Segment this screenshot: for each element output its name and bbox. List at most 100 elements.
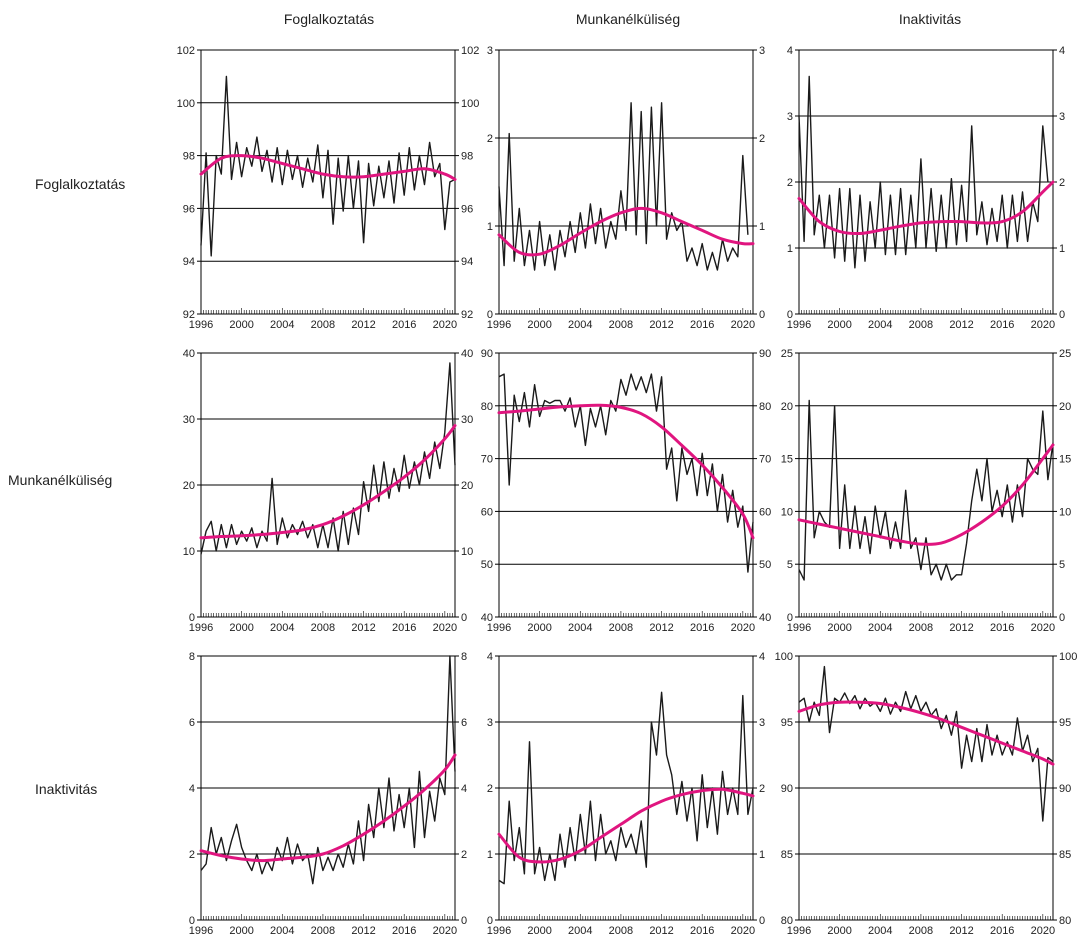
- trend-line: [497, 403, 755, 540]
- x-tick-label: 2004: [868, 319, 892, 331]
- y-tick-label-right: 0: [759, 915, 765, 927]
- y-tick-label-right: 3: [1059, 111, 1065, 123]
- panel-0: 92 92 94 94 96 96 98 98 100 100 102 102 1996 2000 2004…: [177, 45, 480, 331]
- y-tick-label-right: 100: [1059, 651, 1077, 663]
- y-tick-label-left: 2: [487, 133, 493, 145]
- y-tick-label-left: 2: [787, 177, 793, 189]
- x-tick-label: 1996: [487, 622, 511, 634]
- y-tick-label-right: 92: [461, 309, 473, 321]
- y-tick-label-right: 80: [759, 401, 771, 413]
- x-tick-label: 1996: [487, 319, 511, 331]
- x-tick-label: 2016: [690, 319, 714, 331]
- y-tick-label-left: 50: [481, 559, 493, 571]
- x-tick-label: 2012: [351, 622, 375, 634]
- y-tick-label-right: 1: [759, 221, 765, 233]
- panel-1: 0 0 1 1 2 2 3 3 1996 2000 2004 2008 2012 2016 2020: [487, 45, 765, 331]
- y-tick-label-right: 3: [759, 45, 765, 57]
- x-tick-label: 2008: [609, 319, 633, 331]
- column-title-unemployment: Munkanélküliség: [576, 11, 680, 27]
- x-tick-label: 2016: [690, 925, 714, 937]
- x-tick-label: 2016: [990, 319, 1014, 331]
- y-tick-label-left: 80: [481, 401, 493, 413]
- panel-6: 0 0 2 2 4 4 6 6 8 8 1996 2000 2004 2008 2012 2016 2020: [189, 651, 467, 937]
- plot-frame: [200, 49, 456, 315]
- y-tick-label-left: 85: [781, 849, 793, 861]
- panel-8: 80 80 85 85 90 90 95 95 100 100 1996 2000 2004 2008 20…: [775, 651, 1078, 937]
- y-tick-label-left: 5: [787, 559, 793, 571]
- y-tick-label-right: 1: [759, 849, 765, 861]
- y-tick-label-right: 50: [759, 559, 771, 571]
- y-tick-label-right: 40: [461, 348, 473, 360]
- x-tick-label: 1996: [189, 925, 213, 937]
- x-tick-label: 2004: [270, 622, 294, 634]
- y-tick-label-left: 40: [183, 348, 195, 360]
- x-tick-label: 2000: [827, 622, 851, 634]
- x-tick-label: 2000: [527, 622, 551, 634]
- y-tick-label-right: 10: [1059, 506, 1071, 518]
- x-tick-label: 2000: [527, 319, 551, 331]
- y-tick-label-left: 95: [781, 717, 793, 729]
- y-tick-label-left: 100: [177, 98, 195, 110]
- y-tick-label-left: 2: [487, 783, 493, 795]
- y-tick-label-right: 1: [1059, 243, 1065, 255]
- x-tick-label: 2004: [270, 925, 294, 937]
- x-tick-label: 2012: [949, 319, 973, 331]
- series-line: [798, 75, 1049, 269]
- y-tick-label-left: 90: [781, 783, 793, 795]
- x-tick-label: 2000: [229, 925, 253, 937]
- y-tick-label-left: 1: [487, 849, 493, 861]
- y-tick-label-right: 30: [461, 414, 473, 426]
- y-tick-label-left: 20: [781, 401, 793, 413]
- x-tick-label: 2020: [433, 319, 457, 331]
- plot-frame: [798, 655, 1054, 921]
- x-tick-label: 2020: [433, 622, 457, 634]
- y-tick-label-left: 0: [787, 612, 793, 624]
- y-tick-label-right: 80: [1059, 915, 1071, 927]
- trend-line: [199, 154, 457, 181]
- y-tick-label-left: 8: [189, 651, 195, 663]
- x-tick-label: 2016: [392, 925, 416, 937]
- y-tick-label-left: 102: [177, 45, 195, 57]
- panel-2: 0 0 1 1 2 2 3 3 4 4 1996 2000 2004 2008 2012 2016 2020: [787, 45, 1065, 331]
- x-tick-label: 2000: [527, 925, 551, 937]
- x-tick-label: 2020: [731, 925, 755, 937]
- y-tick-label-right: 10: [461, 546, 473, 558]
- row-title-inactivity: Inaktivitás: [35, 781, 97, 797]
- y-tick-label-right: 0: [1059, 309, 1065, 321]
- x-tick-label: 1996: [787, 319, 811, 331]
- x-tick-label: 2000: [827, 925, 851, 937]
- panel-4: 40 40 50 50 60 60 70 70 80 80 90 90 1996 2000 2004 2008…: [481, 348, 772, 634]
- x-tick-label: 2000: [229, 319, 253, 331]
- y-tick-label-left: 0: [487, 915, 493, 927]
- x-tick-label: 2004: [270, 319, 294, 331]
- y-tick-label-right: 6: [461, 717, 467, 729]
- y-tick-label-left: 98: [183, 151, 195, 163]
- y-tick-label-left: 3: [787, 111, 793, 123]
- series-line: [798, 665, 1054, 822]
- x-tick-label: 1996: [487, 925, 511, 937]
- x-tick-label: 2012: [649, 319, 673, 331]
- x-tick-label: 2008: [909, 925, 933, 937]
- y-tick-label-left: 1: [487, 221, 493, 233]
- x-tick-label: 2016: [990, 925, 1014, 937]
- series-line: [498, 102, 749, 271]
- y-tick-label-right: 98: [461, 151, 473, 163]
- x-tick-label: 2016: [990, 622, 1014, 634]
- y-tick-label-left: 15: [781, 454, 793, 466]
- y-tick-label-left: 3: [487, 45, 493, 57]
- y-tick-label-left: 0: [189, 612, 195, 624]
- x-tick-label: 2008: [311, 319, 335, 331]
- series-line: [200, 655, 456, 885]
- y-tick-label-left: 96: [183, 203, 195, 215]
- y-tick-label-left: 90: [481, 348, 493, 360]
- y-tick-label-left: 100: [775, 651, 793, 663]
- y-tick-label-right: 25: [1059, 348, 1071, 360]
- y-tick-label-left: 20: [183, 480, 195, 492]
- y-tick-label-right: 2: [461, 849, 467, 861]
- row-title-employment: Foglalkoztatás: [35, 176, 125, 192]
- x-tick-label: 2004: [568, 925, 592, 937]
- y-tick-label-left: 4: [487, 651, 493, 663]
